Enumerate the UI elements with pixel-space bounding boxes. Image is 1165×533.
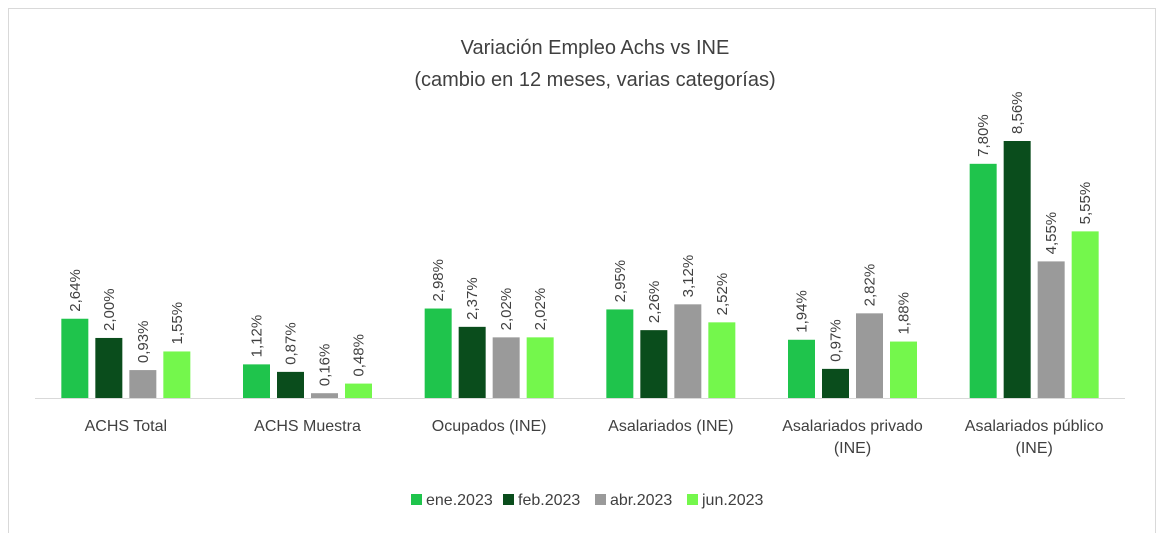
chart-frame bbox=[8, 8, 1156, 533]
bar bbox=[61, 318, 89, 398]
data-label: 7,80% bbox=[975, 114, 992, 157]
bar bbox=[640, 330, 668, 398]
data-label: 2,00% bbox=[101, 288, 118, 331]
data-label: 2,02% bbox=[532, 288, 549, 331]
bar bbox=[890, 341, 917, 398]
data-label: 2,95% bbox=[612, 260, 629, 303]
bar bbox=[163, 351, 191, 398]
bar bbox=[277, 371, 304, 398]
chart-title: Variación Empleo Achs vs INE bbox=[461, 37, 730, 59]
bar bbox=[345, 383, 372, 398]
bar bbox=[674, 304, 702, 398]
x-tick-label: Asalariados (INE) bbox=[608, 418, 734, 435]
bar bbox=[1037, 261, 1065, 398]
legend-label: ene.2023 bbox=[426, 492, 493, 509]
data-label: 4,55% bbox=[1043, 212, 1060, 255]
data-label: 2,98% bbox=[430, 259, 447, 302]
data-label: 0,87% bbox=[283, 322, 300, 365]
legend-swatch bbox=[595, 494, 606, 505]
x-tick-label: ACHS Muestra bbox=[254, 418, 361, 435]
chart-subtitle: (cambio en 12 meses, varias categorías) bbox=[414, 69, 775, 91]
bar bbox=[492, 337, 520, 398]
bar bbox=[1071, 231, 1099, 398]
bar bbox=[606, 309, 634, 398]
legend-label: abr.2023 bbox=[610, 492, 672, 509]
bar bbox=[856, 313, 883, 398]
data-label: 5,55% bbox=[1077, 182, 1094, 225]
bar bbox=[129, 370, 157, 398]
legend-swatch bbox=[687, 494, 698, 505]
data-label: 2,64% bbox=[67, 269, 84, 312]
x-tick-label: ACHS Total bbox=[84, 418, 168, 435]
legend-label: feb.2023 bbox=[518, 492, 580, 509]
data-label: 3,12% bbox=[680, 255, 697, 298]
x-tick-label: Ocupados (INE) bbox=[431, 418, 547, 435]
data-label: 2,37% bbox=[464, 277, 481, 320]
legend-swatch bbox=[503, 494, 514, 505]
data-label: 8,56% bbox=[1009, 91, 1026, 134]
data-label: 1,94% bbox=[794, 290, 811, 333]
data-label: 0,93% bbox=[135, 321, 152, 364]
bar bbox=[95, 337, 123, 398]
bar bbox=[1003, 141, 1031, 398]
bar bbox=[458, 326, 486, 398]
data-label: 1,55% bbox=[169, 302, 186, 345]
data-label: 1,88% bbox=[896, 292, 913, 335]
bar bbox=[243, 364, 270, 398]
legend-swatch bbox=[411, 494, 422, 505]
data-label: 2,82% bbox=[862, 264, 879, 307]
legend-label: jun.2023 bbox=[701, 492, 763, 509]
data-label: 1,12% bbox=[249, 315, 266, 358]
bar bbox=[311, 393, 338, 398]
bar bbox=[788, 339, 815, 398]
data-label: 0,97% bbox=[828, 319, 845, 362]
bar bbox=[708, 322, 736, 398]
bar bbox=[526, 337, 554, 398]
data-label: 2,26% bbox=[646, 281, 663, 324]
data-label: 2,52% bbox=[714, 273, 731, 316]
data-label: 2,02% bbox=[498, 288, 515, 331]
bar bbox=[822, 368, 849, 398]
bar bbox=[424, 308, 452, 398]
x-tick-label: Asalariados público (INE) bbox=[964, 418, 1104, 457]
bar bbox=[969, 163, 997, 398]
x-tick-label: Asalariados privado (INE) bbox=[782, 418, 923, 457]
data-label: 0,48% bbox=[351, 334, 368, 377]
data-label: 0,16% bbox=[317, 344, 334, 387]
